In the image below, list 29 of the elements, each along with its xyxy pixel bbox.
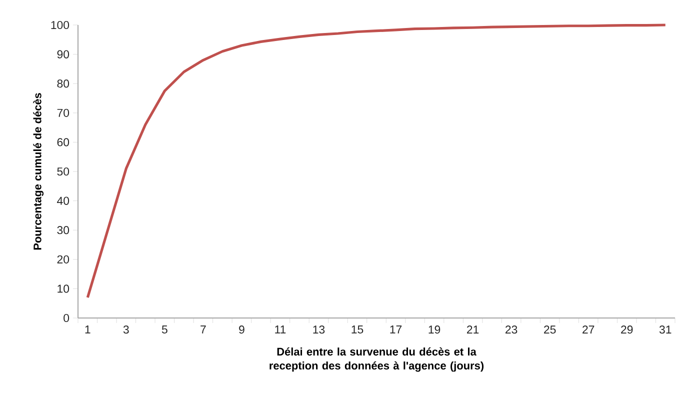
x-tick-label: 19: [428, 326, 440, 334]
y-tick-label: 10: [58, 284, 70, 293]
y-axis-title: Pourcentage cumulé de décès: [33, 93, 44, 250]
y-tick-label: 40: [57, 196, 70, 205]
y-tick-label: 30: [57, 226, 70, 234]
x-tick-label: 11: [275, 326, 286, 334]
y-tick-label: 90: [57, 50, 70, 58]
y-tick-label: 20: [57, 255, 70, 264]
x-tick-label: 25: [544, 326, 556, 334]
x-tick-label: 29: [621, 326, 633, 334]
x-tick-label: 23: [506, 326, 518, 334]
x-tick-label: 5: [162, 326, 168, 334]
y-tick-label: 60: [57, 138, 70, 146]
y-tick-label: 100: [51, 20, 70, 30]
x-tick-label: 31: [659, 326, 672, 334]
x-tick-label: 13: [313, 326, 325, 334]
x-tick-label: 21: [467, 326, 479, 334]
x-tick-label: 9: [239, 326, 244, 334]
y-tick-label: 0: [64, 314, 70, 322]
x-tick-label: 27: [582, 326, 594, 334]
x-tick-label: 1: [85, 326, 90, 334]
x-axis-title: Délai entre la survenue du décès et la reception des données à l'agence (jours): [270, 347, 484, 372]
x-tick-label: 7: [200, 326, 206, 334]
y-tick-label: 80: [57, 80, 70, 88]
x-tick-label: 15: [352, 326, 364, 334]
y-tick-label: 70: [57, 108, 70, 117]
y-tick-label: 50: [57, 167, 70, 176]
x-tick-label: 17: [390, 326, 402, 334]
x-tick-label: 3: [123, 326, 129, 334]
